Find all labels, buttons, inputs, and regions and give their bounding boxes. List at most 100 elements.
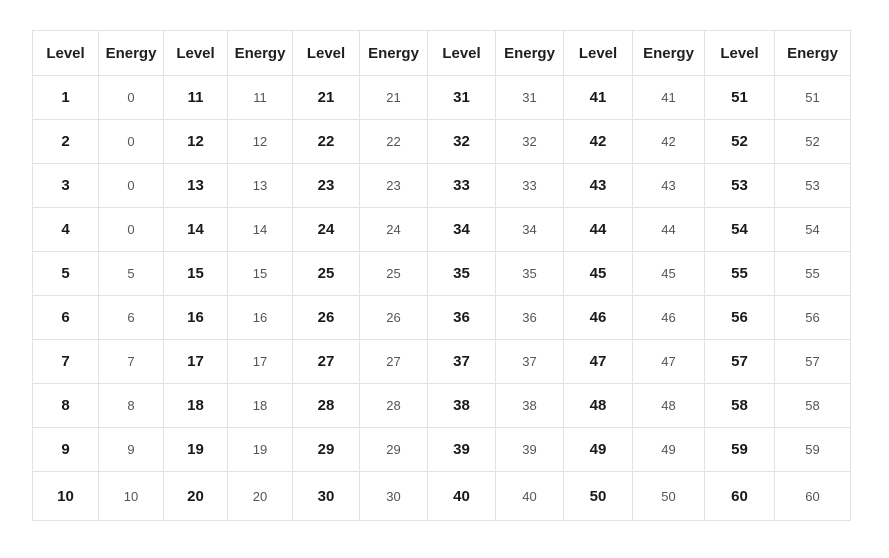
energy-cell: 8 xyxy=(98,383,164,428)
energy-cell: 45 xyxy=(632,251,705,296)
level-cell: 11 xyxy=(163,75,228,120)
energy-cell: 60 xyxy=(774,471,851,521)
table-row: 1 0 11 11 21 21 31 31 41 41 51 51 xyxy=(32,75,851,120)
energy-cell: 48 xyxy=(632,383,705,428)
level-cell: 2 xyxy=(32,119,99,164)
level-cell: 27 xyxy=(292,339,360,384)
level-cell: 52 xyxy=(704,119,775,164)
energy-cell: 34 xyxy=(495,207,564,252)
level-cell: 21 xyxy=(292,75,360,120)
energy-cell: 51 xyxy=(774,75,851,120)
energy-cell: 19 xyxy=(227,427,293,472)
header-level: Level xyxy=(292,30,360,76)
level-cell: 34 xyxy=(427,207,496,252)
energy-cell: 20 xyxy=(227,471,293,521)
energy-cell: 17 xyxy=(227,339,293,384)
table-row: 6 6 16 16 26 26 36 36 46 46 56 56 xyxy=(32,295,851,340)
level-cell: 22 xyxy=(292,119,360,164)
energy-cell: 25 xyxy=(359,251,428,296)
energy-cell: 50 xyxy=(632,471,705,521)
header-row: Level Energy Level Energy Level Energy L… xyxy=(32,30,851,76)
header-level: Level xyxy=(163,30,228,76)
header-level: Level xyxy=(704,30,775,76)
level-cell: 43 xyxy=(563,163,633,208)
energy-cell: 32 xyxy=(495,119,564,164)
level-cell: 29 xyxy=(292,427,360,472)
energy-cell: 7 xyxy=(98,339,164,384)
level-cell: 40 xyxy=(427,471,496,521)
level-cell: 8 xyxy=(32,383,99,428)
header-energy: Energy xyxy=(632,30,705,76)
level-cell: 23 xyxy=(292,163,360,208)
level-cell: 42 xyxy=(563,119,633,164)
energy-cell: 33 xyxy=(495,163,564,208)
level-cell: 10 xyxy=(32,471,99,521)
level-cell: 30 xyxy=(292,471,360,521)
energy-cell: 37 xyxy=(495,339,564,384)
energy-cell: 36 xyxy=(495,295,564,340)
header-energy: Energy xyxy=(98,30,164,76)
level-cell: 55 xyxy=(704,251,775,296)
level-cell: 28 xyxy=(292,383,360,428)
level-cell: 35 xyxy=(427,251,496,296)
energy-cell: 14 xyxy=(227,207,293,252)
header-energy: Energy xyxy=(495,30,564,76)
energy-cell: 39 xyxy=(495,427,564,472)
level-cell: 33 xyxy=(427,163,496,208)
energy-cell: 35 xyxy=(495,251,564,296)
header-level: Level xyxy=(32,30,99,76)
level-energy-table: Level Energy Level Energy Level Energy L… xyxy=(32,30,851,521)
level-cell: 32 xyxy=(427,119,496,164)
energy-cell: 54 xyxy=(774,207,851,252)
table-row: 3 0 13 13 23 23 33 33 43 43 53 53 xyxy=(32,163,851,208)
level-cell: 1 xyxy=(32,75,99,120)
energy-cell: 0 xyxy=(98,119,164,164)
energy-cell: 23 xyxy=(359,163,428,208)
level-cell: 46 xyxy=(563,295,633,340)
energy-cell: 49 xyxy=(632,427,705,472)
table-row: 2 0 12 12 22 22 32 32 42 42 52 52 xyxy=(32,119,851,164)
level-cell: 38 xyxy=(427,383,496,428)
table-row: 8 8 18 18 28 28 38 38 48 48 58 58 xyxy=(32,383,851,428)
level-cell: 17 xyxy=(163,339,228,384)
energy-cell: 38 xyxy=(495,383,564,428)
level-cell: 39 xyxy=(427,427,496,472)
level-cell: 44 xyxy=(563,207,633,252)
level-cell: 45 xyxy=(563,251,633,296)
level-cell: 14 xyxy=(163,207,228,252)
level-energy-table-container: Level Energy Level Energy Level Energy L… xyxy=(32,30,851,521)
level-cell: 3 xyxy=(32,163,99,208)
energy-cell: 10 xyxy=(98,471,164,521)
energy-cell: 11 xyxy=(227,75,293,120)
level-cell: 9 xyxy=(32,427,99,472)
energy-cell: 24 xyxy=(359,207,428,252)
level-cell: 26 xyxy=(292,295,360,340)
level-cell: 16 xyxy=(163,295,228,340)
table-row: 4 0 14 14 24 24 34 34 44 44 54 54 xyxy=(32,207,851,252)
energy-cell: 53 xyxy=(774,163,851,208)
table-row: 10 10 20 20 30 30 40 40 50 50 60 60 xyxy=(32,471,851,521)
energy-cell: 52 xyxy=(774,119,851,164)
header-energy: Energy xyxy=(359,30,428,76)
energy-cell: 15 xyxy=(227,251,293,296)
energy-cell: 55 xyxy=(774,251,851,296)
energy-cell: 12 xyxy=(227,119,293,164)
table-row: 9 9 19 19 29 29 39 39 49 49 59 59 xyxy=(32,427,851,472)
header-energy: Energy xyxy=(774,30,851,76)
level-cell: 24 xyxy=(292,207,360,252)
energy-cell: 13 xyxy=(227,163,293,208)
level-cell: 18 xyxy=(163,383,228,428)
level-cell: 5 xyxy=(32,251,99,296)
energy-cell: 5 xyxy=(98,251,164,296)
energy-cell: 0 xyxy=(98,75,164,120)
energy-cell: 57 xyxy=(774,339,851,384)
level-cell: 25 xyxy=(292,251,360,296)
level-cell: 13 xyxy=(163,163,228,208)
level-cell: 58 xyxy=(704,383,775,428)
level-cell: 47 xyxy=(563,339,633,384)
level-cell: 19 xyxy=(163,427,228,472)
energy-cell: 42 xyxy=(632,119,705,164)
table-row: 5 5 15 15 25 25 35 35 45 45 55 55 xyxy=(32,251,851,296)
energy-cell: 47 xyxy=(632,339,705,384)
energy-cell: 44 xyxy=(632,207,705,252)
